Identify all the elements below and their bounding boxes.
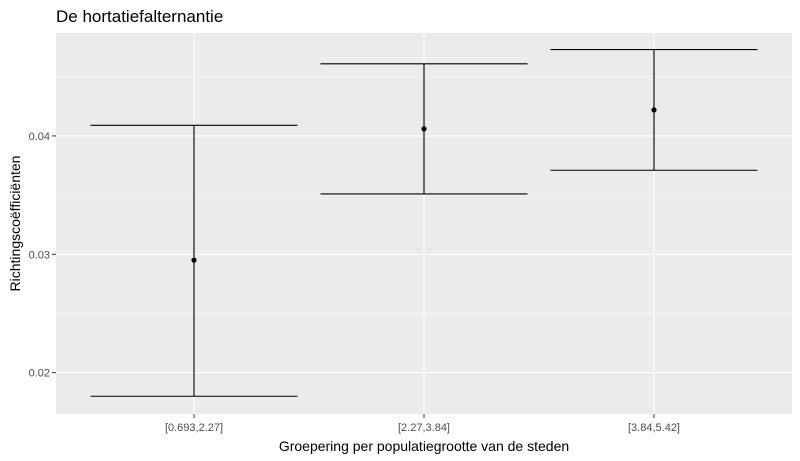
- x-tick-label: [3.84,5.42]: [628, 422, 680, 434]
- x-tick-label: [0.693,2.27]: [165, 422, 223, 434]
- y-tick-label: 0.03: [29, 249, 50, 261]
- x-tick-label: [2.27,3.84]: [398, 422, 450, 434]
- y-axis: 0.02 0.03 0.04: [29, 131, 56, 380]
- errorbar-group: [90, 124, 298, 397]
- errorbar-group: [550, 49, 758, 171]
- errorbar-group: [320, 63, 528, 195]
- x-axis-title: Groepering per populatiegrootte van de s…: [279, 438, 569, 454]
- y-tick-label: 0.04: [29, 131, 50, 143]
- data-marks: [90, 49, 758, 397]
- chart-title: De hortatiefalternantie: [56, 7, 223, 26]
- y-tick-label: 0.02: [29, 368, 50, 380]
- estimate-point: [421, 126, 427, 132]
- x-axis: [0.693,2.27] [2.27,3.84] [3.84,5.42]: [165, 414, 680, 434]
- estimate-point: [191, 257, 197, 263]
- estimate-point: [651, 107, 657, 113]
- y-axis-title: Richtingscoëfficiënten: [7, 156, 23, 292]
